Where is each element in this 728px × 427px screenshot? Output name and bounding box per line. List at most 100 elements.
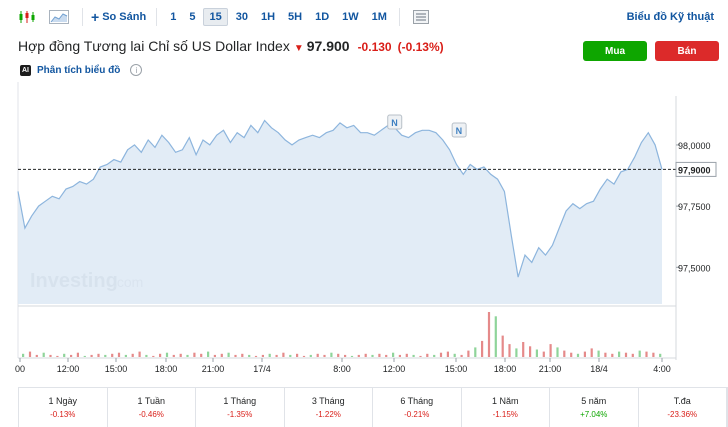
y-tick-label: 97,7500 xyxy=(678,202,711,212)
period-value: -1.35% xyxy=(227,410,253,419)
volume-bar xyxy=(302,355,306,357)
volume-bar xyxy=(145,354,148,357)
ai-analysis[interactable]: AI Phân tích biểu đồ i xyxy=(20,64,143,76)
period-1w[interactable]: 1 Tuần -0.46% xyxy=(108,388,196,427)
volume-bar xyxy=(576,353,580,357)
volume-bar xyxy=(556,347,559,357)
volume-bar xyxy=(604,352,607,357)
volume-bar xyxy=(309,354,312,357)
period-5y[interactable]: 5 năm +7.04% xyxy=(550,388,639,427)
instrument-title: Hợp đồng Tương lai Chỉ số US Dollar Inde… xyxy=(18,38,290,54)
current-price-label: 97,9000 xyxy=(678,165,711,175)
volume-bar xyxy=(597,350,600,357)
volume-bar xyxy=(63,353,66,357)
volume-bar xyxy=(433,354,436,357)
volume-bar xyxy=(241,353,244,357)
technical-chart-link[interactable]: Biểu đồ Kỹ thuật xyxy=(626,11,714,23)
volume-bar xyxy=(152,355,155,357)
period-value: -1.15% xyxy=(492,410,518,419)
volume-bar xyxy=(426,353,429,357)
volume-bar xyxy=(392,352,395,357)
period-value: -1.22% xyxy=(315,410,341,419)
volume-bar xyxy=(549,344,552,357)
timeframe-1[interactable]: 1 xyxy=(170,11,177,23)
volume-bar xyxy=(624,352,628,357)
ai-analysis-label[interactable]: Phân tích biểu đồ xyxy=(37,64,121,76)
period-1m[interactable]: 1 Tháng -1.35% xyxy=(196,388,285,427)
timeframe-30[interactable]: 30 xyxy=(235,11,248,23)
volume-bar xyxy=(254,355,258,357)
news-marker xyxy=(387,114,403,130)
x-tick-label: 18:00 xyxy=(494,364,517,374)
price-down-icon: ▼ xyxy=(293,43,304,54)
volume-bar xyxy=(193,352,196,357)
volume-bar xyxy=(49,354,52,357)
volume-bar xyxy=(385,354,388,357)
volume-bar xyxy=(439,352,443,357)
volume-bar xyxy=(357,354,360,357)
sell-button[interactable]: Bán xyxy=(655,41,719,61)
volume-bar xyxy=(248,354,251,357)
volume-bar xyxy=(35,354,38,357)
buy-button[interactable]: Mua xyxy=(583,41,647,61)
volume-bar xyxy=(501,335,504,357)
plus-icon: + xyxy=(91,9,100,25)
volume-bar xyxy=(42,352,45,357)
x-tick-label: 21:00 xyxy=(539,364,562,374)
volume-bar xyxy=(583,351,586,357)
volume-bar xyxy=(330,352,333,357)
last-price: 97.900 xyxy=(306,38,350,54)
volume-bar xyxy=(590,348,593,357)
x-tick-label: 00 xyxy=(15,364,25,374)
volume-bar xyxy=(268,353,271,357)
period-3m[interactable]: 3 Tháng -1.22% xyxy=(285,388,373,427)
volume-bar xyxy=(487,312,491,357)
volume-bar xyxy=(104,354,107,357)
candlestick-icon[interactable] xyxy=(14,6,40,28)
period-max[interactable]: T.đa -23.36% xyxy=(639,388,727,427)
news-marker-label: N xyxy=(391,118,398,128)
volume-bar xyxy=(371,354,374,357)
period-label: 1 Tháng xyxy=(223,396,257,406)
news-marker-label: N xyxy=(456,126,463,136)
current-price-tag xyxy=(675,161,717,177)
price-line xyxy=(17,119,663,278)
volume-bar xyxy=(22,353,25,357)
volume-bar xyxy=(70,354,73,357)
timeframe-15[interactable]: 15 xyxy=(203,8,228,26)
timeframe-1d[interactable]: 1D xyxy=(315,11,330,23)
volume-bar xyxy=(535,349,538,357)
price-change: -0.130 xyxy=(357,40,392,54)
volume-bar xyxy=(179,353,182,357)
timeframe-1w[interactable]: 1W xyxy=(342,11,359,23)
timeframe-5[interactable]: 5 xyxy=(189,11,196,23)
volume-bar xyxy=(165,352,169,357)
area-chart-icon[interactable] xyxy=(46,6,72,28)
compare-button[interactable]: + So Sánh xyxy=(91,9,146,25)
volume-bar xyxy=(213,354,216,357)
table-view-icon[interactable] xyxy=(408,6,434,28)
x-tick-label: 12:00 xyxy=(57,364,80,374)
timeframe-1m[interactable]: 1M xyxy=(371,11,387,23)
instrument-header: Hợp đồng Tương lai Chỉ số US Dollar Inde… xyxy=(18,38,450,54)
volume-bar xyxy=(76,352,79,357)
x-tick-label: 8:00 xyxy=(333,364,351,374)
compare-label: So Sánh xyxy=(102,11,147,23)
volume-bar xyxy=(159,353,162,357)
timeframe-1h[interactable]: 1H xyxy=(260,11,276,23)
volume-bar xyxy=(131,353,134,357)
volume-bar xyxy=(652,352,655,357)
period-1y[interactable]: 1 Năm -1.15% xyxy=(462,388,550,427)
volume-bar xyxy=(261,354,264,357)
price-chart[interactable]: Investing.com97,900098,000097,750097,500… xyxy=(0,0,728,385)
period-label: 1 Năm xyxy=(491,396,519,406)
info-icon[interactable]: i xyxy=(130,64,143,76)
ai-badge: AI xyxy=(20,64,31,76)
period-6m[interactable]: 6 Tháng -0.21% xyxy=(373,388,462,427)
x-tick-label: 17/4 xyxy=(253,364,271,374)
volume-bar xyxy=(316,353,319,357)
volume-bar xyxy=(186,354,189,357)
volume-bar xyxy=(28,351,32,357)
timeframe-5h[interactable]: 5H xyxy=(288,11,303,23)
period-1d[interactable]: 1 Ngày -0.13% xyxy=(19,388,108,427)
